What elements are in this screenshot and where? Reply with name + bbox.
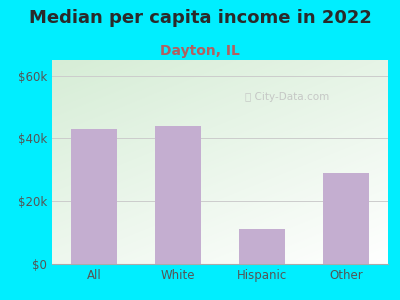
Text: ⓘ City-Data.com: ⓘ City-Data.com [245, 92, 329, 102]
Bar [239, 230, 285, 264]
Text: Dayton, IL: Dayton, IL [160, 44, 240, 58]
Bar [323, 173, 369, 264]
Bar [155, 126, 201, 264]
Text: Median per capita income in 2022: Median per capita income in 2022 [28, 9, 372, 27]
Bar [71, 129, 117, 264]
